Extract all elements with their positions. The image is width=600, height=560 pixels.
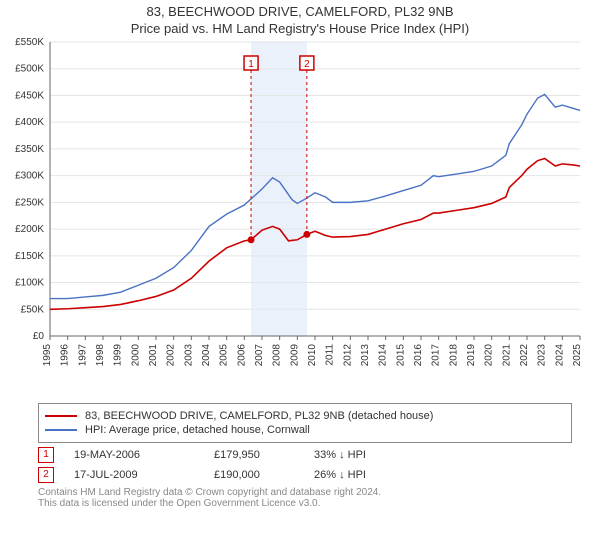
svg-text:2015: 2015 [395,344,406,367]
svg-text:2012: 2012 [342,344,353,367]
svg-text:1998: 1998 [95,344,106,367]
sale-marker-2: 2 [38,467,54,483]
svg-text:1996: 1996 [60,344,71,367]
svg-text:2009: 2009 [289,344,300,367]
legend-label-hpi: HPI: Average price, detached house, Corn… [85,424,310,436]
svg-text:2020: 2020 [484,344,495,367]
svg-text:2024: 2024 [554,344,565,367]
svg-text:2016: 2016 [413,344,424,367]
svg-text:2011: 2011 [325,344,336,366]
svg-text:2022: 2022 [519,344,530,367]
svg-text:2005: 2005 [219,344,230,367]
svg-text:2014: 2014 [378,344,389,367]
sales-row: 1 19-MAY-2006 £179,950 33% ↓ HPI [38,447,572,463]
svg-text:2: 2 [304,59,310,70]
svg-text:£100K: £100K [15,278,44,289]
svg-text:2001: 2001 [148,344,159,367]
svg-text:2017: 2017 [431,344,442,367]
sale-marker-1: 1 [38,447,54,463]
sale-price: £190,000 [214,469,314,481]
svg-text:2018: 2018 [448,344,459,367]
legend-label-property: 83, BEECHWOOD DRIVE, CAMELFORD, PL32 9NB… [85,410,433,422]
svg-text:2002: 2002 [166,344,177,367]
svg-text:£200K: £200K [15,224,44,235]
svg-text:2004: 2004 [201,344,212,367]
sales-table: 1 19-MAY-2006 £179,950 33% ↓ HPI 2 17-JU… [38,447,572,483]
legend-swatch-property [45,415,77,417]
svg-text:2021: 2021 [501,344,512,367]
svg-text:2008: 2008 [272,344,283,367]
license: Contains HM Land Registry data © Crown c… [38,487,572,509]
svg-text:£400K: £400K [15,117,44,128]
svg-text:2000: 2000 [130,344,141,367]
svg-text:£550K: £550K [15,37,44,48]
sale-date: 19-MAY-2006 [74,449,214,461]
svg-text:1995: 1995 [42,344,53,367]
license-line1: Contains HM Land Registry data © Crown c… [38,487,572,498]
svg-text:£350K: £350K [15,144,44,155]
legend: 83, BEECHWOOD DRIVE, CAMELFORD, PL32 9NB… [38,403,572,443]
svg-text:£50K: £50K [21,304,45,315]
svg-text:£150K: £150K [15,251,44,262]
svg-text:2013: 2013 [360,344,371,367]
svg-text:2019: 2019 [466,344,477,367]
legend-swatch-hpi [45,429,77,431]
svg-text:2010: 2010 [307,344,318,367]
svg-text:2003: 2003 [183,344,194,367]
sale-date: 17-JUL-2009 [74,469,214,481]
svg-text:1: 1 [248,59,254,70]
svg-text:2025: 2025 [572,344,583,367]
price-chart: £0 £50K £100K £150K £200K £250K £300K £350K £400… [0,36,600,396]
sale-price: £179,950 [214,449,314,461]
svg-text:£450K: £450K [15,90,44,101]
svg-text:£250K: £250K [15,197,44,208]
title-main: 83, BEECHWOOD DRIVE, CAMELFORD, PL32 9NB [0,4,600,19]
svg-text:2023: 2023 [537,344,548,367]
svg-text:£300K: £300K [15,171,44,182]
svg-text:1997: 1997 [77,344,88,367]
title-sub: Price paid vs. HM Land Registry's House … [0,21,600,36]
sales-row: 2 17-JUL-2009 £190,000 26% ↓ HPI [38,467,572,483]
license-line2: This data is licensed under the Open Gov… [38,498,572,509]
sale-pct: 33% ↓ HPI [314,449,454,461]
sale-pct: 26% ↓ HPI [314,469,454,481]
svg-text:1999: 1999 [113,344,124,367]
svg-text:2006: 2006 [236,344,247,367]
svg-text:2007: 2007 [254,344,265,367]
svg-text:£0: £0 [33,331,45,342]
svg-text:£500K: £500K [15,64,44,75]
